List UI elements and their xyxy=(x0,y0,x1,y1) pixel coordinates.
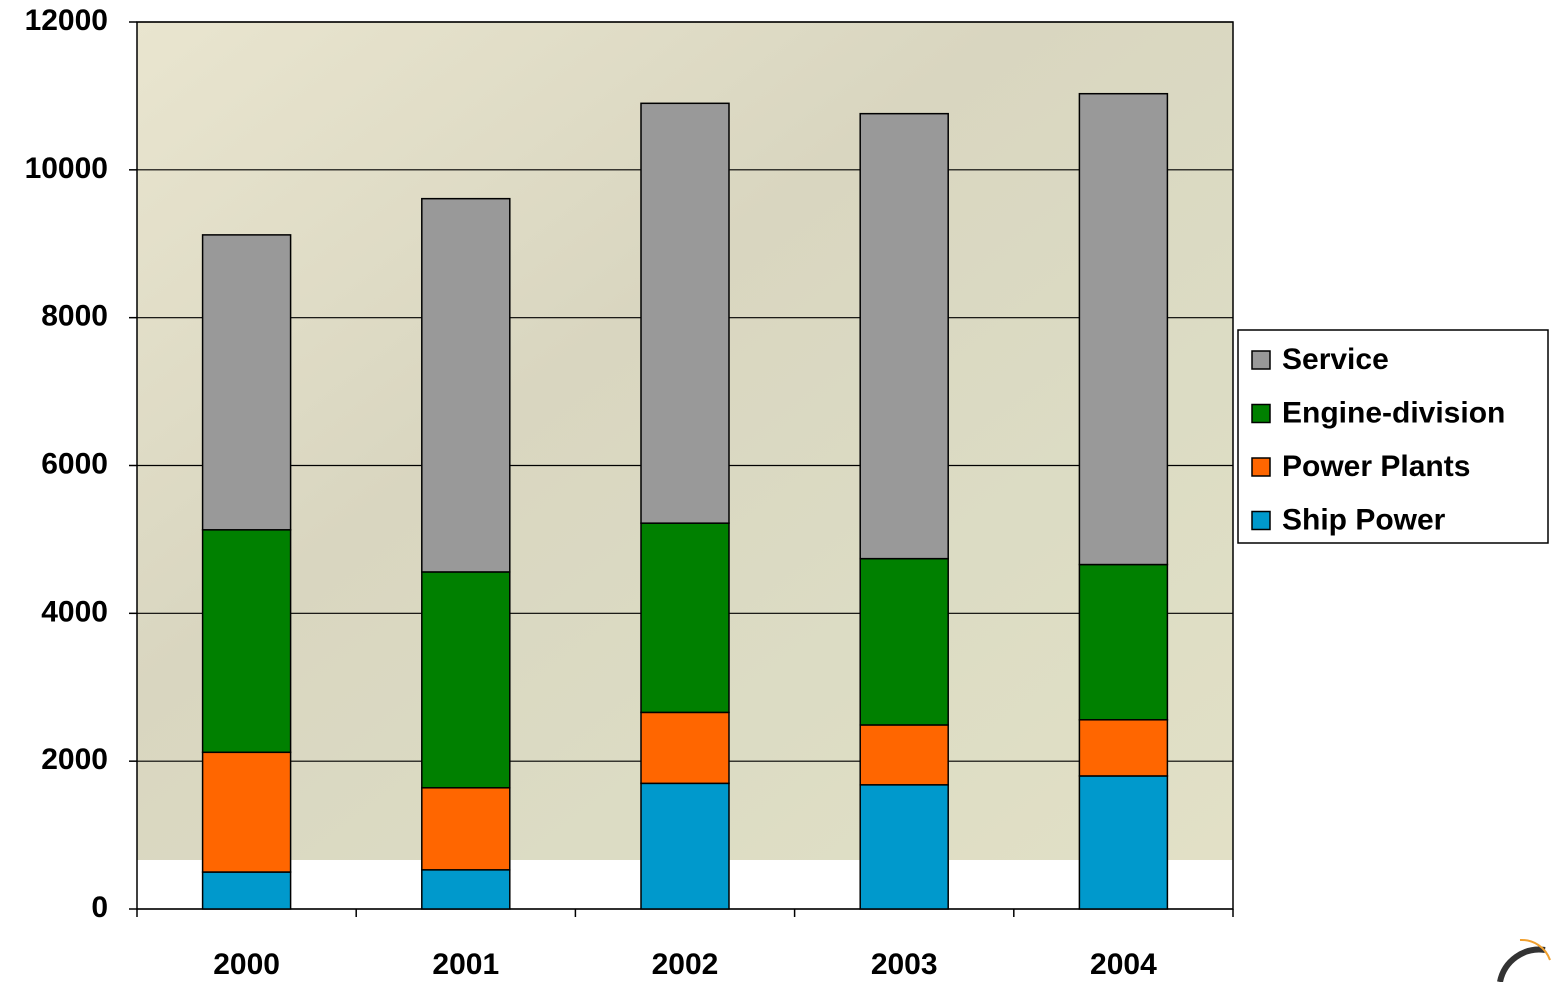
x-tick-label: 2000 xyxy=(213,948,280,981)
bar-segment xyxy=(640,102,730,524)
bar-segment xyxy=(1078,563,1169,721)
y-tick-label: 2000 xyxy=(41,743,108,776)
x-tick-label: 2001 xyxy=(432,948,499,981)
bar-segment xyxy=(421,869,511,910)
legend-label: Service xyxy=(1282,343,1389,376)
bar-segment xyxy=(421,197,511,573)
bar-segment xyxy=(201,234,292,531)
bar-segment xyxy=(859,784,949,910)
bar-segment xyxy=(421,787,511,871)
bar-segment xyxy=(859,557,949,726)
legend-label: Ship Power xyxy=(1282,503,1446,536)
bar-segment xyxy=(859,112,949,560)
bar-segment xyxy=(640,782,730,910)
bar-segment xyxy=(1078,719,1169,777)
y-tick-label: 6000 xyxy=(41,447,108,480)
legend-swatch xyxy=(1251,403,1271,424)
y-tick-label: 10000 xyxy=(25,152,108,185)
bar-segment xyxy=(640,522,730,714)
y-tick-label: 8000 xyxy=(41,300,108,333)
x-tick-label: 2004 xyxy=(1090,948,1157,981)
y-tick-label: 0 xyxy=(91,891,108,924)
x-tick-label: 2003 xyxy=(871,948,938,981)
bar-segment xyxy=(859,724,949,786)
bar-segment xyxy=(1078,92,1169,566)
legend-swatch xyxy=(1251,510,1271,531)
y-tick-label: 12000 xyxy=(25,4,108,37)
legend-swatch xyxy=(1251,350,1271,370)
legend-label: Power Plants xyxy=(1282,450,1470,483)
legend-swatch xyxy=(1251,457,1271,477)
legend-label: Engine-division xyxy=(1282,396,1505,429)
bar-segment xyxy=(201,871,292,910)
bar-segment xyxy=(201,529,292,754)
bar-segment xyxy=(1078,775,1169,910)
logo-arc xyxy=(1519,938,1551,961)
x-tick-label: 2002 xyxy=(652,948,719,981)
logo xyxy=(1497,946,1546,983)
y-tick-label: 4000 xyxy=(41,595,108,628)
bar-segment xyxy=(201,751,292,873)
bar-segment xyxy=(421,571,511,789)
legend-box xyxy=(1237,329,1549,544)
bar-segment xyxy=(640,711,730,785)
